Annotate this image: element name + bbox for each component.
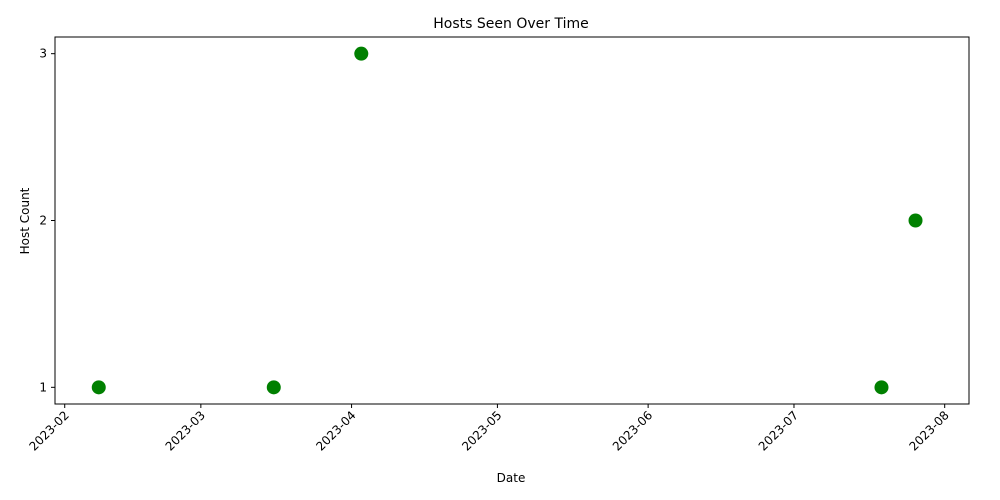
y-axis-label: Host Count bbox=[18, 187, 32, 254]
data-point bbox=[908, 213, 923, 228]
y-tick-label: 2 bbox=[39, 214, 47, 228]
data-point bbox=[91, 380, 106, 395]
y-tick-label: 1 bbox=[39, 380, 47, 394]
x-axis-label: Date bbox=[497, 471, 526, 485]
y-tick-label: 3 bbox=[39, 47, 47, 61]
data-point bbox=[266, 380, 281, 395]
data-point bbox=[874, 380, 889, 395]
data-point bbox=[354, 46, 369, 61]
chart-title: Hosts Seen Over Time bbox=[433, 16, 588, 32]
